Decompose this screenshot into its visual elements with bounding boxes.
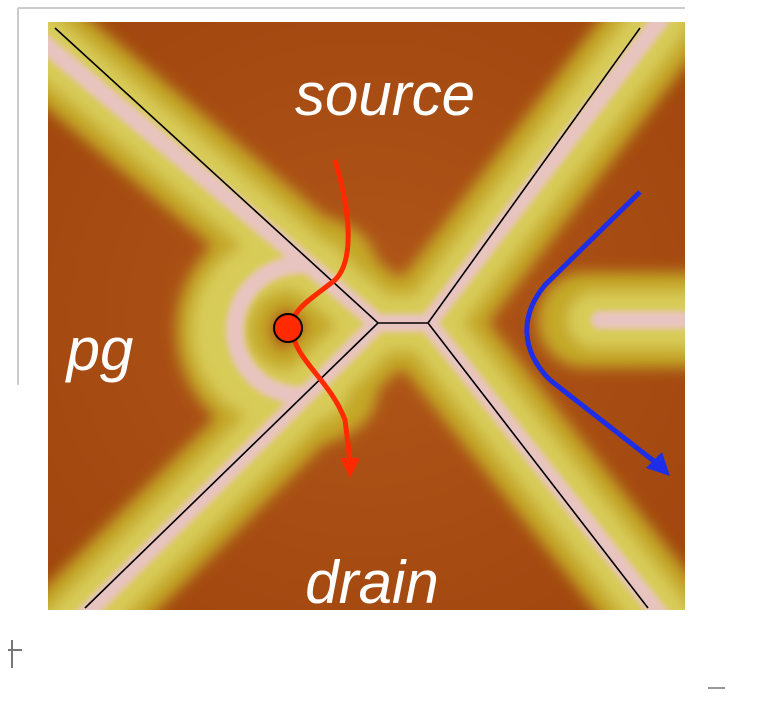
page: source pg drain (() => { const data = JS… — [0, 0, 773, 713]
label-pg: pg — [65, 316, 134, 383]
label-drain: drain — [305, 549, 438, 616]
label-source: source — [295, 61, 475, 128]
tip-dot — [274, 314, 302, 342]
corner-mark — [8, 640, 22, 668]
figure: source pg drain — [0, 0, 773, 713]
